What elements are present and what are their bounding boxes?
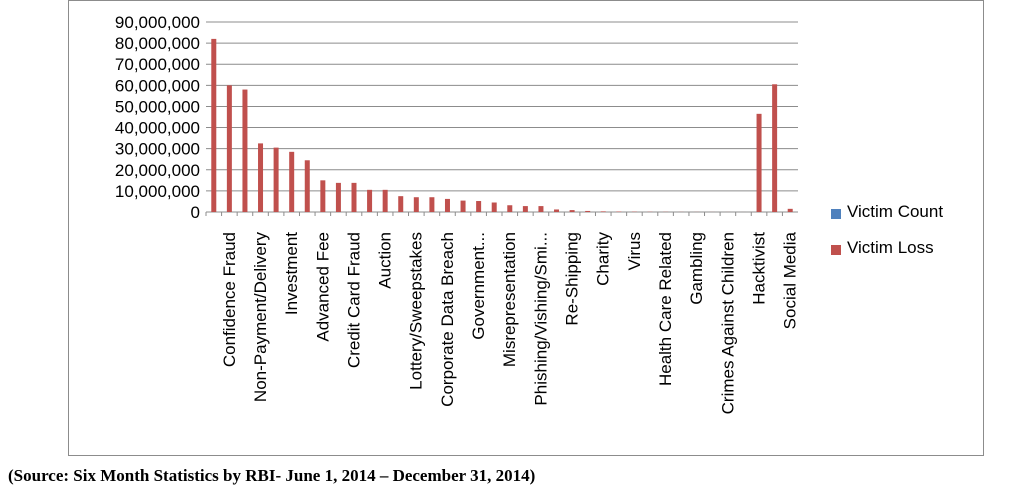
legend-label-victim-loss: Victim Loss <box>847 238 934 257</box>
x-category-label: Investment <box>282 232 301 315</box>
x-category-label: Hacktivist <box>749 232 768 305</box>
bar-victim-loss <box>507 205 513 212</box>
bar-victim-loss <box>258 143 264 212</box>
bar-victim-loss <box>756 113 762 212</box>
y-tick-label: 30,000,000 <box>115 140 200 159</box>
bar-victim-loss <box>585 210 591 212</box>
bar-victim-loss <box>242 89 248 212</box>
bar-chart: 0 10,000,000 20,000,000 30,000,000 40,000,00… <box>115 13 800 414</box>
y-tick-label: 70,000,000 <box>115 55 200 74</box>
bar-victim-loss <box>538 206 544 212</box>
bar-victim-loss <box>569 210 575 212</box>
y-tick-label: 40,000,000 <box>115 119 200 138</box>
bar-victim-loss <box>351 182 357 212</box>
bar-victim-loss <box>211 38 217 213</box>
legend-swatch-victim-loss <box>831 245 841 255</box>
x-category-label: Health Care Related <box>656 232 675 386</box>
x-category-label: Re-Shipping <box>563 232 582 326</box>
bar-victim-loss <box>226 85 232 212</box>
y-tick-label: 10,000,000 <box>115 182 200 201</box>
x-category-label: Credit Card Fraud <box>344 232 363 368</box>
x-category-label: Social Media <box>781 231 800 329</box>
bar-victim-loss <box>444 198 450 212</box>
y-tick-label: 0 <box>191 203 200 222</box>
bar-victim-loss <box>787 208 793 212</box>
bar-victim-loss <box>398 196 404 212</box>
x-category-label: Auction <box>376 232 395 289</box>
x-category-label: Lottery/Sweepstakes <box>407 232 426 390</box>
y-tick-label: 60,000,000 <box>115 76 200 95</box>
y-tick-label: 90,000,000 <box>115 13 200 32</box>
y-tick-label: 80,000,000 <box>115 34 200 53</box>
bar-victim-loss <box>522 206 528 212</box>
x-category-label: Crimes Against Children <box>718 232 737 414</box>
bar-victim-loss <box>491 202 497 212</box>
x-category-label: Phishing/Vishing/Smi... <box>531 232 550 406</box>
x-category-label: Misrepresentation <box>500 232 519 367</box>
x-category-label: Corporate Data Breach <box>438 232 457 407</box>
legend-swatch-victim-count <box>831 209 841 219</box>
bar-victim-loss <box>335 182 341 212</box>
source-note: (Source: Six Month Statistics by RBI- Ju… <box>8 466 536 485</box>
x-category-label: Charity <box>594 232 613 286</box>
x-category-label: Government... <box>469 232 488 340</box>
bar-victim-loss <box>554 209 560 212</box>
y-tick-label: 50,000,000 <box>115 97 200 116</box>
bar-victim-loss <box>367 189 373 212</box>
bar-victim-loss <box>304 160 310 212</box>
x-category-label: Advanced Fee <box>313 232 332 342</box>
chart-frame: 0 10,000,000 20,000,000 30,000,000 40,000,00… <box>68 0 984 456</box>
bar-victim-loss <box>273 147 279 212</box>
bar-victim-loss <box>289 151 295 212</box>
x-category-label: Virus <box>625 232 644 270</box>
bar-victim-loss <box>429 197 435 212</box>
bar-victim-loss <box>476 201 482 212</box>
legend-label-victim-count: Victim Count <box>847 202 944 221</box>
bar-victim-loss <box>320 180 326 212</box>
bar-victim-loss <box>413 197 419 212</box>
bar-victim-loss <box>382 189 388 212</box>
bar-victim-loss <box>600 211 606 212</box>
x-category-label: Non-Payment/Delivery <box>251 232 270 403</box>
y-tick-label: 20,000,000 <box>115 161 200 180</box>
bar-victim-loss <box>460 200 466 212</box>
x-category-label: Gambling <box>687 232 706 305</box>
x-category-label: Confidence Fraud <box>220 232 239 367</box>
bar-victim-loss <box>772 84 778 212</box>
